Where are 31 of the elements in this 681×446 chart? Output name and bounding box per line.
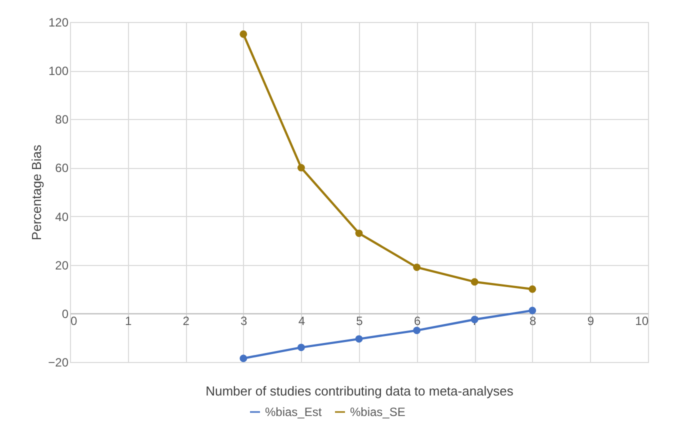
x-tick-label: 6: [414, 314, 421, 328]
x-tick-label: 5: [356, 314, 364, 328]
point: [297, 164, 305, 172]
y-tick-label: 80: [55, 112, 69, 127]
y-tick-label: −20: [48, 356, 69, 370]
legend-label: %bias_SE: [350, 405, 406, 419]
y-tick-label: 60: [55, 161, 69, 176]
x-tick-label: 9: [587, 314, 594, 328]
point: [355, 335, 363, 343]
x-tick-label: 2: [182, 314, 190, 328]
y-tick-label: 120: [48, 16, 69, 30]
point: [413, 326, 421, 334]
point: [355, 230, 363, 237]
x-tick-label: 8: [530, 314, 537, 328]
x-tick-label: 10: [635, 314, 649, 328]
point: [297, 344, 305, 352]
x-tick-label: 3: [240, 314, 248, 328]
x-tick-label: 4: [298, 314, 306, 328]
x-axis-title: Number of studies contributing data to meta-analyses: [206, 384, 514, 398]
y-tick-label: 40: [55, 210, 69, 224]
legend-label: %bias_Est: [265, 405, 322, 419]
point: [240, 30, 248, 38]
point: [240, 354, 248, 362]
point: [528, 285, 536, 293]
point: [413, 264, 421, 271]
y-axis-title: Percentage Bias: [29, 144, 44, 240]
y-tick-label: 100: [48, 64, 69, 78]
y-tick-label: 20: [55, 258, 69, 272]
point: [528, 306, 536, 314]
point: [470, 278, 478, 286]
x-tick-label: 1: [124, 314, 132, 328]
